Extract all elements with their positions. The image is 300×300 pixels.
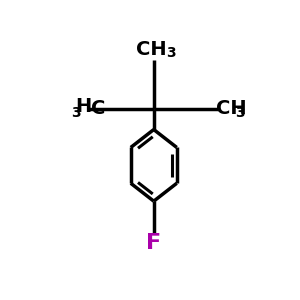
Text: CH: CH bbox=[136, 40, 167, 59]
Text: F: F bbox=[146, 233, 161, 253]
Text: C: C bbox=[92, 99, 106, 118]
Text: CH: CH bbox=[216, 99, 247, 118]
Text: 3: 3 bbox=[167, 46, 176, 60]
Text: H: H bbox=[75, 97, 92, 116]
Text: 3: 3 bbox=[71, 106, 81, 120]
Text: 3: 3 bbox=[235, 106, 245, 120]
